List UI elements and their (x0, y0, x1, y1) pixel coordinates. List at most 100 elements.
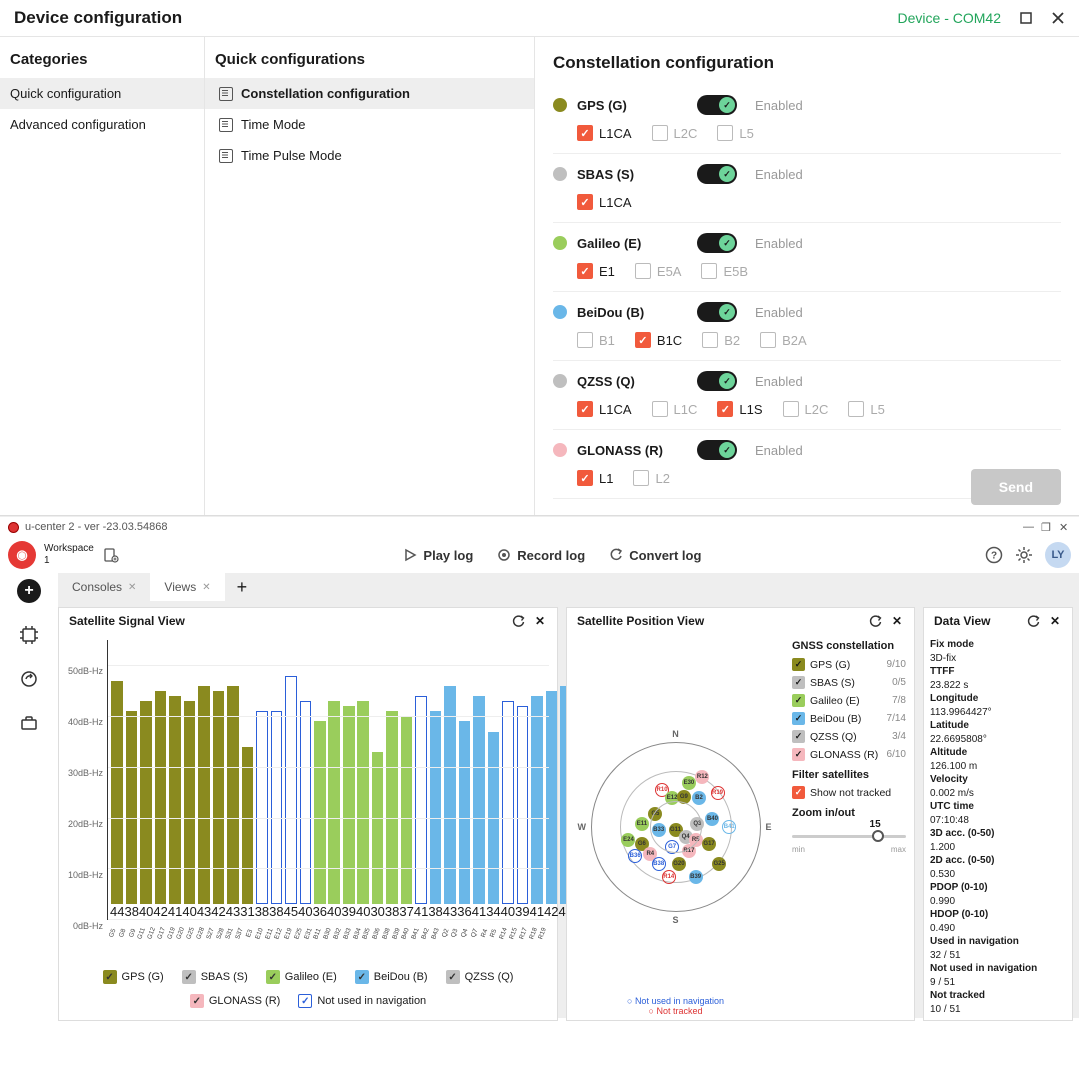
signal-item: B1C (635, 332, 682, 348)
tab-consoles[interactable]: Consoles ✕ (58, 573, 150, 601)
category-item[interactable]: Advanced configuration (0, 109, 204, 140)
signal-item: E1 (577, 263, 615, 279)
add-icon[interactable]: + (17, 579, 41, 603)
convert-log-button[interactable]: Convert log (609, 548, 701, 563)
close-app-icon[interactable]: ✕ (1059, 521, 1071, 533)
send-button[interactable]: Send (971, 469, 1061, 505)
toggle-label: Enabled (755, 167, 803, 182)
settings-icon[interactable] (1015, 546, 1033, 564)
signal-bar: 38 (124, 640, 138, 919)
legend-item[interactable]: QZSS (Q) (446, 970, 514, 984)
signal-label: L5 (870, 402, 884, 417)
satellite-marker: R17 (682, 844, 696, 858)
maximize-icon[interactable] (1019, 11, 1033, 25)
constellation-row: SBAS (S)EnabledL1CA (553, 160, 1061, 223)
legend-item[interactable]: GLONASS (R) (190, 994, 281, 1008)
quick-config-item[interactable]: Time Mode (205, 109, 534, 140)
signal-label: L5 (739, 126, 753, 141)
data-value: 0.490 (930, 922, 1066, 936)
signal-bar: 43 (226, 640, 240, 919)
refresh-icon[interactable] (868, 614, 882, 628)
restore-icon[interactable]: ❐ (1041, 521, 1053, 533)
legend-item[interactable]: Not used in navigation (298, 994, 426, 1008)
signal-checkbox[interactable] (577, 125, 593, 141)
constellation-panel: Constellation configuration GPS (G)Enabl… (535, 37, 1079, 515)
constellation-name: GPS (G) (577, 98, 687, 113)
signal-bar: 40 (501, 640, 515, 919)
quick-config-item[interactable]: Constellation configuration (205, 78, 534, 109)
close-icon[interactable] (1051, 11, 1065, 25)
data-list: Fix mode3D-fixTTFF23.822 sLongitude113.9… (924, 634, 1072, 1020)
signal-checkbox[interactable] (652, 125, 668, 141)
data-value: 0.530 (930, 868, 1066, 882)
target-icon[interactable] (17, 667, 41, 691)
signal-checkbox[interactable] (760, 332, 776, 348)
signal-checkbox[interactable] (717, 125, 733, 141)
close-panel-icon[interactable]: ✕ (890, 614, 904, 628)
enable-toggle[interactable] (697, 164, 737, 184)
close-panel-icon[interactable]: ✕ (533, 614, 547, 628)
signal-checkbox[interactable] (577, 332, 593, 348)
legend-item[interactable]: BeiDou (B) (355, 970, 428, 984)
enable-toggle[interactable] (697, 233, 737, 253)
signal-checkbox[interactable] (577, 194, 593, 210)
gnss-filter-row[interactable]: BeiDou (B)7/14 (792, 712, 906, 725)
signal-checkbox[interactable] (702, 332, 718, 348)
add-tab-button[interactable]: + (225, 577, 260, 598)
data-value: 3D-fix (930, 652, 1066, 666)
zoom-slider[interactable]: 15 (792, 821, 906, 845)
minimize-icon[interactable]: — (1023, 521, 1035, 533)
satellite-marker: B40 (705, 812, 719, 826)
refresh-icon[interactable] (1026, 614, 1040, 628)
satellite-marker: B33 (652, 823, 666, 837)
category-item[interactable]: Quick configuration (0, 78, 204, 109)
sky-plot: NS EW E30R10R12R19E12G9B2G5E11E24G6G11B3… (567, 634, 784, 1020)
data-value: 1.200 (930, 841, 1066, 855)
enable-toggle[interactable] (697, 371, 737, 391)
legend-item[interactable]: GPS (G) (103, 970, 164, 984)
gnss-filter-row[interactable]: GLONASS (R)6/10 (792, 748, 906, 761)
quick-config-item[interactable]: Time Pulse Mode (205, 140, 534, 171)
chip-icon[interactable] (17, 623, 41, 647)
legend-item[interactable]: Galileo (E) (266, 970, 337, 984)
signal-checkbox[interactable] (577, 401, 593, 417)
signal-checkbox[interactable] (717, 401, 733, 417)
constellation-color-dot (553, 443, 567, 457)
refresh-icon[interactable] (511, 614, 525, 628)
signal-checkbox[interactable] (577, 263, 593, 279)
record-log-button[interactable]: Record log (497, 548, 585, 563)
gnss-filter-row[interactable]: SBAS (S)0/5 (792, 676, 906, 689)
enable-toggle[interactable] (697, 440, 737, 460)
satellite-position-panel: Satellite Position View ✕ NS EW E30R10R1… (566, 607, 915, 1021)
gnss-filter-row[interactable]: GPS (G)9/10 (792, 658, 906, 671)
help-icon[interactable]: ? (985, 546, 1003, 564)
signal-bar: 34 (486, 640, 500, 919)
play-log-button[interactable]: Play log (403, 548, 473, 563)
signal-checkbox[interactable] (848, 401, 864, 417)
tab-views[interactable]: Views ✕ (150, 573, 224, 601)
show-not-tracked-toggle[interactable]: Show not tracked (792, 786, 906, 799)
briefcase-icon[interactable] (17, 711, 41, 735)
gnss-filter-row[interactable]: Galileo (E)7/8 (792, 694, 906, 707)
signal-checkbox[interactable] (577, 470, 593, 486)
gnss-filter-row[interactable]: QZSS (Q)3/4 (792, 730, 906, 743)
signal-bar: 37 (399, 640, 413, 919)
close-panel-icon[interactable]: ✕ (1048, 614, 1062, 628)
constellation-row: QZSS (Q)EnabledL1CAL1CL1SL2CL5 (553, 367, 1061, 430)
signal-bar: 38 (255, 640, 269, 919)
signal-checkbox[interactable] (633, 470, 649, 486)
signal-bar: 36 (457, 640, 471, 919)
enable-toggle[interactable] (697, 95, 737, 115)
signal-checkbox[interactable] (701, 263, 717, 279)
user-avatar[interactable]: LY (1045, 542, 1071, 568)
signal-checkbox[interactable] (783, 401, 799, 417)
signal-checkbox[interactable] (635, 332, 651, 348)
workspace-menu-icon[interactable] (102, 546, 120, 564)
position-panel-title: Satellite Position View (577, 614, 704, 628)
signal-checkbox[interactable] (652, 401, 668, 417)
view-tabs: Consoles ✕Views ✕ + (58, 573, 1079, 601)
legend-item[interactable]: SBAS (S) (182, 970, 248, 984)
signal-checkbox[interactable] (635, 263, 651, 279)
enable-toggle[interactable] (697, 302, 737, 322)
data-key: Longitude (930, 692, 1066, 706)
